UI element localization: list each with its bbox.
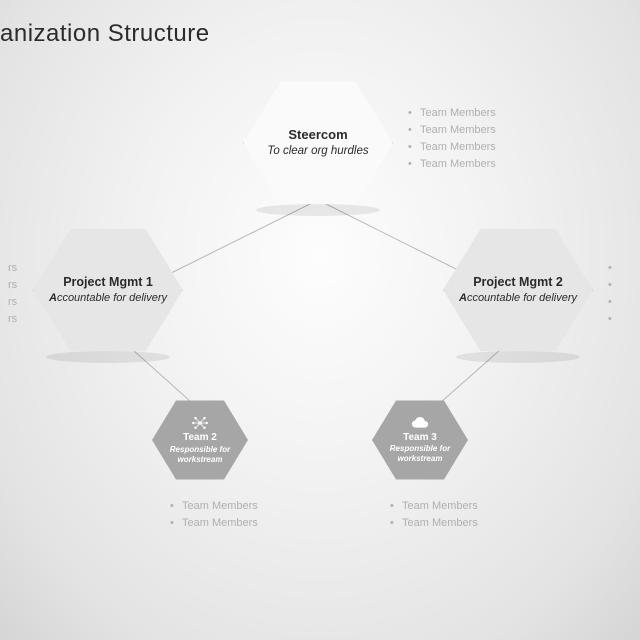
bullet-item: rs (0, 277, 17, 294)
steercom-title: Steercom (288, 128, 347, 143)
project-mgmt-1-node: Project Mgmt 1 Accountable for delivery (33, 225, 183, 355)
bullet-item: Team Members (170, 498, 258, 515)
cloud-icon (410, 417, 430, 430)
team-3-node: Team 3 Responsible for workstream (372, 398, 468, 482)
bullet-item: rs (0, 260, 17, 277)
team-2-node: Team 2 Responsible for workstream (152, 398, 248, 482)
pm1-subtitle: Accountable for delivery (49, 292, 167, 305)
team3-bullets: Team MembersTeam Members (390, 498, 478, 532)
steercom-bullets: Team MembersTeam MembersTeam MembersTeam… (408, 105, 496, 173)
team2-sub1: Responsible for (170, 445, 230, 454)
steercom-node: Steercom To clear org hurdles (243, 78, 393, 208)
pm2-subtitle: Accountable for delivery (459, 292, 577, 305)
bullet-item: Team Members (390, 515, 478, 532)
project-mgmt-2-node: Project Mgmt 2 Accountable for delivery (443, 225, 593, 355)
network-icon (191, 416, 209, 430)
bullet-item (608, 294, 620, 311)
team3-title: Team 3 (403, 432, 437, 444)
pm1-bullets: rsrsrsrs (0, 260, 17, 328)
team3-sub2: workstream (398, 454, 443, 463)
diagram-stage: anization Structure Team MembersTeam Mem… (0, 0, 640, 640)
bullet-item: Team Members (170, 515, 258, 532)
pm2-title: Project Mgmt 2 (473, 275, 563, 289)
bullet-item: rs (0, 294, 17, 311)
bullet-item: Team Members (408, 105, 496, 122)
bullet-item (608, 277, 620, 294)
team2-bullets: Team MembersTeam Members (170, 498, 258, 532)
bullet-item (608, 260, 620, 277)
bullet-item (608, 311, 620, 328)
bullet-item: rs (0, 311, 17, 328)
pm1-title: Project Mgmt 1 (63, 275, 153, 289)
steercom-subtitle: To clear org hurdles (267, 145, 368, 158)
team2-sub2: workstream (178, 455, 223, 464)
bullet-item: Team Members (408, 122, 496, 139)
bullet-item: Team Members (408, 156, 496, 173)
bullet-item: Team Members (408, 139, 496, 156)
pm2-bullets (608, 260, 620, 328)
team3-sub1: Responsible for (390, 444, 450, 453)
page-title: anization Structure (0, 20, 210, 48)
bullet-item: Team Members (390, 498, 478, 515)
team2-title: Team 2 (183, 432, 217, 444)
